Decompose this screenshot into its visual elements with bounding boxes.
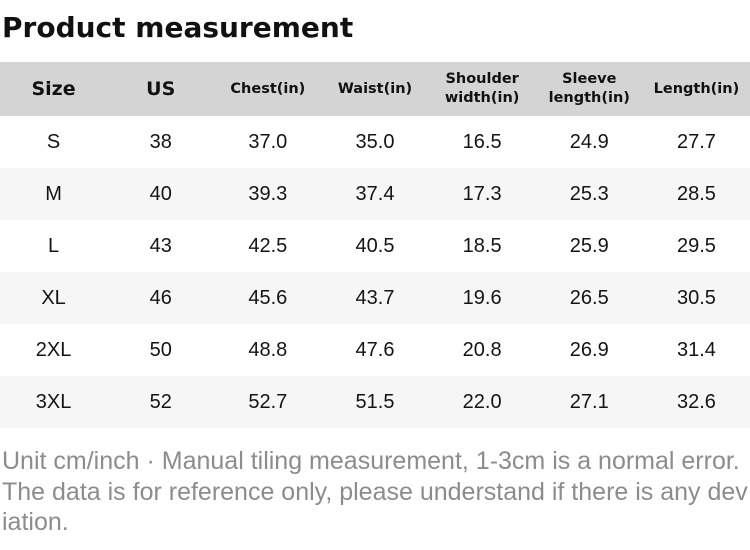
table-row-l: L 43 42.5 40.5 18.5 25.9 29.5 (0, 220, 750, 273)
cell-length: 30.5 (676, 286, 716, 309)
cell-chest: 48.8 (248, 338, 288, 361)
table-header: Size US Chest(in) Waist(in) Shoulder wid… (0, 62, 750, 117)
cell-sleeve-length: 24.9 (569, 130, 609, 153)
cell-shoulder-width: 22.0 (462, 390, 502, 413)
cell-length: 29.5 (676, 234, 716, 257)
cell-sleeve-length: 25.9 (569, 234, 609, 257)
cell-chest: 42.5 (248, 234, 288, 257)
table-header-row: Size US Chest(in) Waist(in) Shoulder wid… (0, 62, 750, 117)
cell-size: L (48, 234, 60, 257)
cell-size: XL (41, 286, 66, 309)
page-title: Product measurement (2, 11, 354, 44)
cell-us: 46 (149, 286, 172, 309)
cell-length: 31.4 (676, 338, 716, 361)
cell-shoulder-width: 19.6 (462, 286, 502, 309)
cell-length: 28.5 (676, 182, 716, 205)
cell-size: 2XL (35, 338, 72, 361)
cell-waist: 40.5 (355, 234, 395, 257)
column-header-us: US (146, 78, 176, 101)
cell-waist: 51.5 (355, 390, 395, 413)
column-header-length: Length(in) (653, 80, 740, 97)
cell-length: 27.7 (676, 130, 716, 153)
cell-us: 50 (149, 338, 172, 361)
column-header-chest: Chest(in) (230, 80, 306, 97)
cell-size: 3XL (35, 390, 72, 413)
cell-waist: 43.7 (355, 286, 395, 309)
cell-shoulder-width: 18.5 (462, 234, 502, 257)
column-header-sleeve-length: Sleeve length(in) (548, 71, 630, 107)
cell-us: 43 (149, 234, 172, 257)
cell-length: 32.6 (676, 390, 716, 413)
cell-chest: 45.6 (248, 286, 288, 309)
measurement-disclaimer: Unit cm/inch · Manual tiling measurement… (2, 447, 748, 537)
cell-sleeve-length: 26.5 (569, 286, 609, 309)
cell-shoulder-width: 16.5 (462, 130, 502, 153)
table-row-3xl: 3XL 52 52.7 51.5 22.0 27.1 32.6 (0, 376, 750, 429)
cell-shoulder-width: 20.8 (462, 338, 502, 361)
column-header-shoulder-width: Shoulder width(in) (444, 71, 520, 107)
cell-sleeve-length: 26.9 (569, 338, 609, 361)
cell-waist: 37.4 (355, 182, 395, 205)
cell-sleeve-length: 25.3 (569, 182, 609, 205)
cell-us: 38 (149, 130, 172, 153)
cell-sleeve-length: 27.1 (569, 390, 609, 413)
cell-chest: 39.3 (248, 182, 288, 205)
cell-us: 40 (149, 182, 172, 205)
cell-us: 52 (149, 390, 172, 413)
table-row-s: S 38 37.0 35.0 16.5 24.9 27.7 (0, 116, 750, 169)
cell-size: S (46, 130, 61, 153)
table-row-xl: XL 46 45.6 43.7 19.6 26.5 30.5 (0, 272, 750, 325)
measurement-table: Size US Chest(in) Waist(in) Shoulder wid… (0, 62, 750, 429)
cell-waist: 47.6 (355, 338, 395, 361)
cell-size: M (45, 182, 62, 205)
cell-chest: 52.7 (248, 390, 288, 413)
table-row-2xl: 2XL 50 48.8 47.6 20.8 26.9 31.4 (0, 324, 750, 377)
cell-shoulder-width: 17.3 (462, 182, 502, 205)
column-header-size: Size (31, 78, 76, 101)
cell-waist: 35.0 (355, 130, 395, 153)
cell-chest: 37.0 (248, 130, 288, 153)
column-header-waist: Waist(in) (337, 80, 413, 97)
table-body: S 38 37.0 35.0 16.5 24.9 27.7 M 40 39.3 … (0, 116, 750, 429)
table-row-m: M 40 39.3 37.4 17.3 25.3 28.5 (0, 168, 750, 221)
